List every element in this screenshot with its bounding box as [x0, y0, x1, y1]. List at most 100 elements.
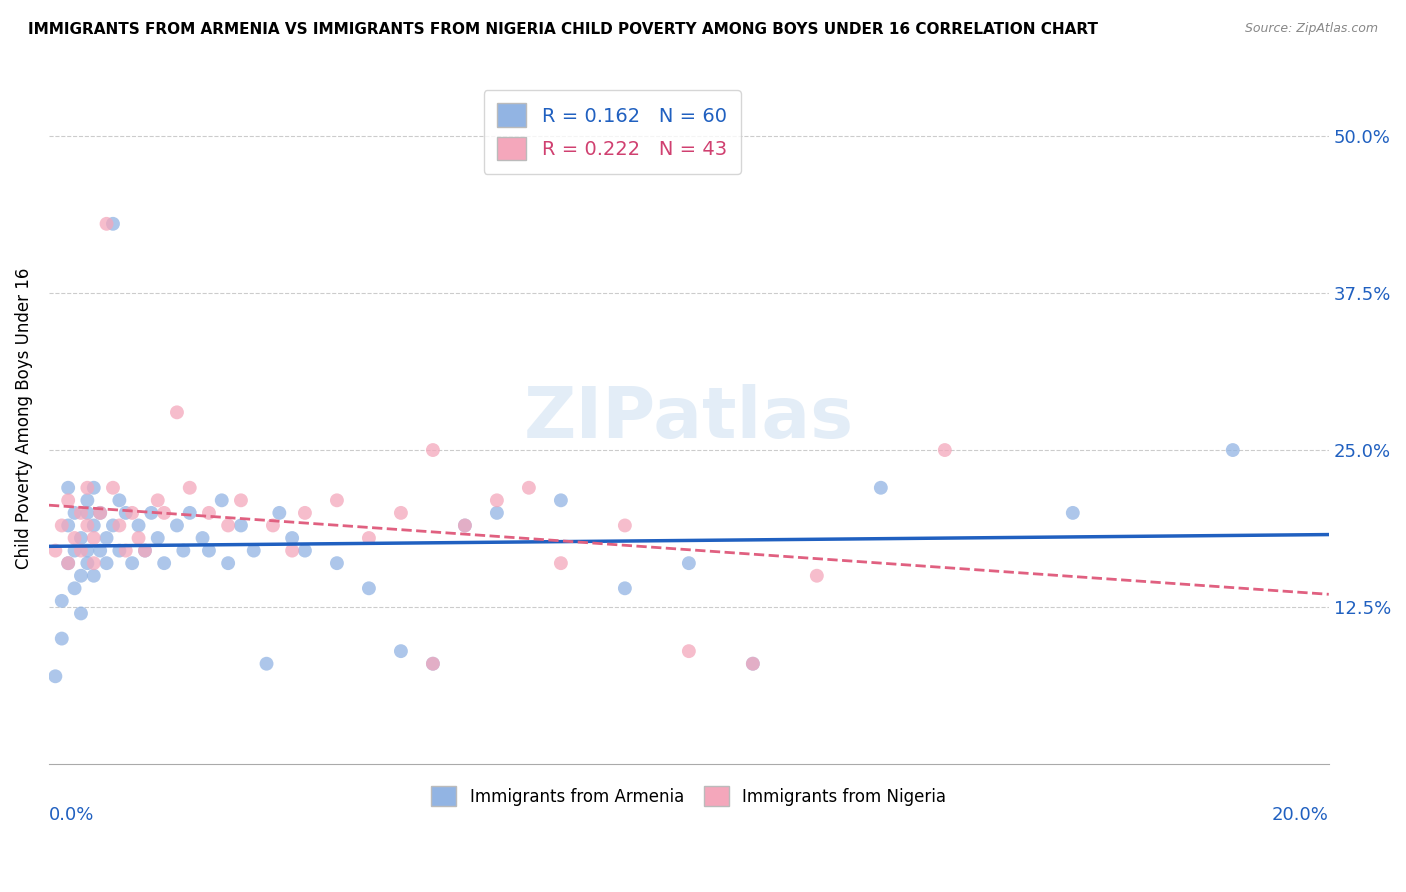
Point — [550, 556, 572, 570]
Point — [153, 506, 176, 520]
Point — [517, 481, 540, 495]
Point — [678, 556, 700, 570]
Point — [806, 568, 828, 582]
Point — [63, 506, 86, 520]
Point — [101, 217, 124, 231]
Point — [83, 518, 105, 533]
Point — [256, 657, 278, 671]
Point — [76, 506, 98, 520]
Point — [422, 657, 444, 671]
Point — [153, 556, 176, 570]
Point — [76, 493, 98, 508]
Point — [56, 518, 79, 533]
Point — [76, 543, 98, 558]
Y-axis label: Child Poverty Among Boys Under 16: Child Poverty Among Boys Under 16 — [15, 268, 32, 569]
Point — [44, 669, 66, 683]
Point — [281, 531, 304, 545]
Text: 20.0%: 20.0% — [1272, 805, 1329, 823]
Point — [357, 582, 380, 596]
Point — [114, 543, 136, 558]
Point — [357, 531, 380, 545]
Point — [217, 556, 239, 570]
Point — [101, 481, 124, 495]
Point — [83, 481, 105, 495]
Point — [96, 217, 118, 231]
Point — [191, 531, 214, 545]
Point — [269, 506, 291, 520]
Point — [146, 531, 169, 545]
Point — [76, 481, 98, 495]
Point — [44, 543, 66, 558]
Text: ZIPatlas: ZIPatlas — [524, 384, 853, 453]
Text: 0.0%: 0.0% — [49, 805, 94, 823]
Point — [70, 531, 93, 545]
Point — [121, 506, 143, 520]
Point — [166, 405, 188, 419]
Point — [101, 518, 124, 533]
Point — [198, 506, 221, 520]
Point — [179, 481, 201, 495]
Point — [108, 543, 131, 558]
Point — [114, 506, 136, 520]
Point — [56, 556, 79, 570]
Point — [485, 493, 508, 508]
Point — [63, 543, 86, 558]
Point — [108, 493, 131, 508]
Point — [869, 481, 891, 495]
Point — [121, 556, 143, 570]
Point — [70, 506, 93, 520]
Point — [262, 518, 284, 533]
Point — [128, 531, 150, 545]
Point — [76, 556, 98, 570]
Point — [326, 493, 349, 508]
Point — [485, 506, 508, 520]
Point — [70, 568, 93, 582]
Point — [70, 543, 93, 558]
Point — [76, 518, 98, 533]
Point — [134, 543, 156, 558]
Point — [613, 582, 636, 596]
Point — [134, 543, 156, 558]
Point — [242, 543, 264, 558]
Point — [83, 568, 105, 582]
Point — [934, 443, 956, 458]
Text: Source: ZipAtlas.com: Source: ZipAtlas.com — [1244, 22, 1378, 36]
Point — [96, 531, 118, 545]
Point — [89, 506, 111, 520]
Point — [326, 556, 349, 570]
Point — [454, 518, 477, 533]
Point — [83, 531, 105, 545]
Point — [56, 481, 79, 495]
Point — [89, 543, 111, 558]
Point — [128, 518, 150, 533]
Point — [389, 506, 412, 520]
Point — [294, 543, 316, 558]
Point — [229, 493, 252, 508]
Point — [389, 644, 412, 658]
Point — [454, 518, 477, 533]
Point — [211, 493, 233, 508]
Point — [422, 657, 444, 671]
Point — [294, 506, 316, 520]
Point — [1062, 506, 1084, 520]
Point — [613, 518, 636, 533]
Point — [63, 531, 86, 545]
Point — [179, 506, 201, 520]
Point — [56, 493, 79, 508]
Point — [108, 518, 131, 533]
Point — [70, 607, 93, 621]
Point — [229, 518, 252, 533]
Point — [141, 506, 163, 520]
Legend: Immigrants from Armenia, Immigrants from Nigeria: Immigrants from Armenia, Immigrants from… — [423, 778, 955, 814]
Point — [89, 506, 111, 520]
Point — [281, 543, 304, 558]
Point — [63, 582, 86, 596]
Point — [217, 518, 239, 533]
Point — [678, 644, 700, 658]
Point — [146, 493, 169, 508]
Point — [741, 657, 763, 671]
Point — [51, 518, 73, 533]
Point — [741, 657, 763, 671]
Point — [166, 518, 188, 533]
Point — [83, 556, 105, 570]
